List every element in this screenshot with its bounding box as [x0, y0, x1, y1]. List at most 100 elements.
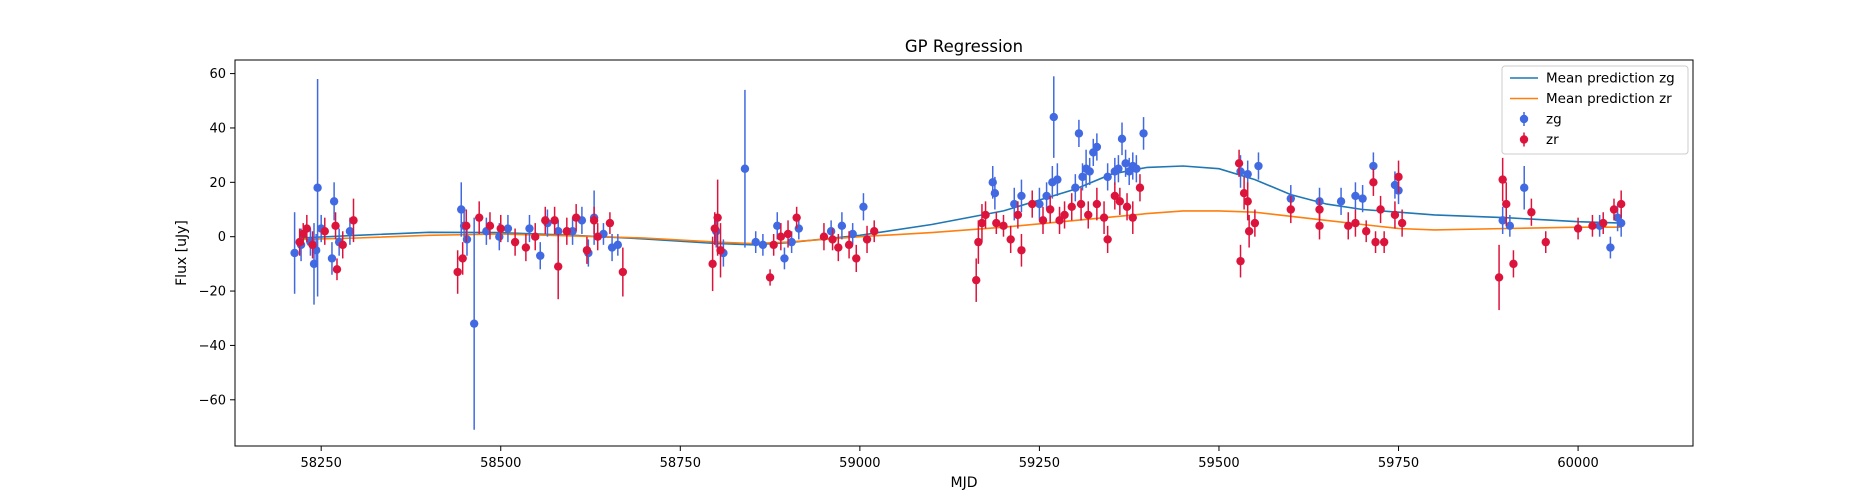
y-tick-label: −60	[199, 393, 226, 408]
y-tick-label: −20	[199, 285, 226, 300]
data-point	[1132, 164, 1141, 173]
x-axis: 58250 58500 58750 59000 59250 59500 59750 60000	[301, 446, 1599, 471]
x-tick-label: 59000	[839, 456, 880, 471]
data-point	[571, 213, 581, 222]
data-point	[974, 237, 983, 247]
data-point	[999, 221, 1008, 231]
data-point	[1053, 175, 1062, 184]
data-point	[713, 213, 722, 222]
legend-marker-swatch	[1519, 114, 1529, 124]
data-point	[1135, 183, 1145, 192]
data-point	[320, 227, 329, 236]
data-point	[302, 224, 312, 233]
data-point	[710, 224, 719, 233]
data-point	[525, 224, 534, 233]
data-point	[1527, 208, 1536, 217]
data-point	[521, 243, 531, 252]
data-point	[1071, 183, 1080, 192]
data-point	[1573, 224, 1583, 233]
data-point	[536, 251, 545, 260]
data-point	[1010, 199, 1019, 209]
data-point	[1315, 221, 1324, 231]
data-point	[1074, 129, 1084, 138]
data-point	[503, 224, 513, 233]
data-point	[776, 232, 786, 241]
data-point	[1092, 142, 1102, 152]
data-point	[1376, 205, 1385, 214]
data-point	[1369, 178, 1378, 187]
data-point	[495, 232, 504, 241]
data-point	[295, 237, 304, 247]
data-point	[1067, 202, 1076, 211]
data-point	[1243, 197, 1252, 206]
data-point	[716, 246, 725, 255]
legend-box	[1501, 65, 1689, 155]
data-point	[1394, 172, 1403, 182]
data-point	[988, 178, 997, 187]
data-point	[1055, 216, 1064, 225]
plot-area	[290, 76, 1626, 430]
data-point	[1028, 199, 1037, 209]
data-point	[819, 232, 829, 241]
data-point	[1243, 169, 1252, 179]
x-tick-label: 59750	[1378, 456, 1419, 471]
data-point	[1239, 188, 1249, 198]
data-point	[1254, 161, 1263, 171]
data-point	[613, 240, 623, 250]
data-point	[1616, 218, 1626, 228]
y-tick-label: 0	[218, 230, 226, 245]
legend-marker-swatch	[1519, 135, 1529, 144]
data-point	[1351, 218, 1360, 228]
data-point	[605, 218, 615, 228]
data-point	[1078, 172, 1087, 182]
y-tick-label: 40	[209, 121, 226, 136]
data-point	[1114, 164, 1123, 173]
data-point	[765, 273, 775, 282]
data-point	[1599, 218, 1608, 228]
data-point	[708, 259, 717, 269]
data-point	[469, 319, 479, 328]
data-point	[453, 267, 462, 277]
data-point	[783, 229, 793, 239]
data-point	[1099, 213, 1109, 222]
data-point	[1315, 205, 1324, 214]
legend: Mean prediction zg Mean prediction zr zg zr	[1501, 65, 1689, 155]
data-point	[1379, 237, 1389, 247]
x-tick-label: 59500	[1198, 456, 1239, 471]
data-point	[992, 218, 1001, 228]
data-point	[1244, 227, 1254, 236]
data-point	[1110, 191, 1120, 201]
data-point	[834, 243, 843, 252]
data-point	[474, 213, 484, 222]
data-point	[981, 210, 990, 220]
data-point	[780, 254, 789, 263]
data-point	[496, 224, 505, 233]
data-point	[972, 275, 981, 285]
y-axis: −60 −40 −20 0 20 40 60	[199, 67, 235, 408]
data-point	[769, 240, 778, 250]
data-point	[1017, 191, 1026, 201]
data-point	[510, 237, 520, 247]
data-point	[852, 254, 861, 263]
y-tick-label: 20	[209, 176, 226, 191]
data-point	[349, 216, 358, 225]
data-point	[485, 221, 495, 231]
data-point	[1085, 167, 1094, 176]
data-point	[1609, 205, 1619, 214]
x-tick-label: 58500	[480, 456, 521, 471]
data-point	[345, 227, 355, 236]
data-point	[862, 235, 872, 244]
chart-title: GP Regression	[905, 37, 1023, 56]
data-point	[1509, 259, 1518, 269]
x-tick-label: 60000	[1557, 456, 1598, 471]
data-point	[1371, 237, 1380, 247]
data-point	[582, 246, 592, 255]
data-point	[1234, 159, 1244, 168]
data-point	[773, 221, 782, 231]
data-point	[1494, 273, 1504, 282]
data-point	[1250, 218, 1260, 228]
data-point	[1397, 218, 1407, 228]
y-tick-label: −40	[199, 339, 226, 354]
data-point	[1092, 199, 1102, 209]
data-point	[593, 232, 602, 241]
